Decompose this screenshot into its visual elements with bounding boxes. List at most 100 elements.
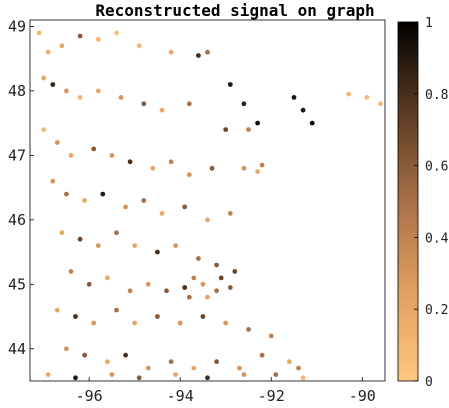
data-point-7 <box>168 49 174 55</box>
colorbar <box>397 21 419 382</box>
data-point-86 <box>246 327 251 332</box>
data-point-48 <box>141 198 147 203</box>
y-axis: 44 45 46 47 48 49 <box>8 17 34 358</box>
data-point-95 <box>214 359 220 365</box>
data-point-85 <box>223 320 229 326</box>
data-point-75 <box>218 275 224 281</box>
data-point-15 <box>118 95 124 100</box>
data-point-51 <box>205 217 210 223</box>
data-point-39 <box>209 165 215 171</box>
data-point-61 <box>214 262 220 268</box>
data-point-68 <box>164 288 169 294</box>
data-point-18 <box>186 101 192 107</box>
data-point-105 <box>205 375 210 381</box>
points-layer <box>36 30 383 381</box>
x-tick-label: -94 <box>167 387 194 405</box>
data-point-98 <box>287 359 292 365</box>
colorbar-ticks: 0 0.2 0.4 0.6 0.8 1 <box>414 16 449 390</box>
data-point-84 <box>200 314 206 319</box>
data-point-89 <box>82 352 87 358</box>
colorbar-tick-label: 0 <box>425 375 433 390</box>
data-point-34 <box>109 153 115 158</box>
y-tick-label: 46 <box>8 211 26 229</box>
data-point-70 <box>200 281 206 287</box>
data-point-78 <box>73 314 78 319</box>
data-point-69 <box>182 285 188 290</box>
data-point-20 <box>241 101 247 107</box>
data-point-19 <box>227 82 233 87</box>
data-point-94 <box>191 365 197 371</box>
y-tick-label: 48 <box>8 82 26 100</box>
data-point-23 <box>300 107 306 113</box>
data-point-33 <box>91 146 97 152</box>
data-point-59 <box>173 243 179 249</box>
colorbar-tick-label: 0.6 <box>425 160 448 175</box>
data-point-16 <box>141 101 147 107</box>
data-point-26 <box>364 95 370 100</box>
data-point-87 <box>268 333 274 339</box>
data-point-6 <box>136 43 142 49</box>
colorbar-tick-label: 0.4 <box>425 231 449 246</box>
data-point-46 <box>100 191 106 197</box>
data-point-79 <box>91 320 97 326</box>
data-point-81 <box>132 320 138 326</box>
data-point-107 <box>273 372 279 377</box>
data-point-47 <box>123 204 128 210</box>
data-point-60 <box>196 256 201 261</box>
data-point-8 <box>196 53 201 58</box>
data-point-41 <box>255 169 260 174</box>
data-point-1 <box>45 49 51 55</box>
data-point-56 <box>114 230 119 236</box>
data-point-44 <box>64 191 69 197</box>
data-point-64 <box>86 281 92 287</box>
data-point-90 <box>105 359 110 365</box>
data-point-27 <box>378 101 383 107</box>
data-point-32 <box>68 153 74 158</box>
data-point-24 <box>309 120 315 126</box>
data-point-74 <box>205 294 210 300</box>
data-point-108 <box>300 375 306 381</box>
data-point-50 <box>182 204 188 210</box>
colorbar-tick-label: 0.8 <box>425 88 448 103</box>
data-point-96 <box>237 365 242 371</box>
data-point-53 <box>59 230 65 236</box>
data-point-10 <box>41 75 47 81</box>
data-point-38 <box>186 172 192 178</box>
data-point-58 <box>155 249 160 255</box>
data-point-17 <box>159 107 165 113</box>
data-point-100 <box>45 372 51 377</box>
data-point-103 <box>136 375 142 381</box>
data-point-67 <box>145 281 151 287</box>
plot-area <box>29 19 386 382</box>
data-point-57 <box>132 243 138 249</box>
data-point-71 <box>214 288 220 294</box>
data-point-63 <box>68 269 74 274</box>
data-point-72 <box>227 285 233 290</box>
data-point-54 <box>77 236 83 242</box>
data-point-99 <box>296 365 301 371</box>
data-point-4 <box>95 36 101 42</box>
data-point-5 <box>114 30 119 36</box>
y-tick-label: 49 <box>8 17 26 35</box>
x-tick-label: -92 <box>258 387 285 405</box>
data-point-28 <box>246 127 251 132</box>
data-point-49 <box>159 211 165 216</box>
colorbar-tick-label: 0.2 <box>425 303 448 318</box>
data-point-29 <box>223 127 229 132</box>
data-point-3 <box>77 33 83 39</box>
data-point-66 <box>127 288 133 294</box>
data-point-36 <box>150 165 156 171</box>
data-point-22 <box>291 95 297 100</box>
data-point-102 <box>109 372 115 377</box>
y-tick-label: 45 <box>8 275 26 293</box>
data-point-9 <box>205 49 210 55</box>
x-axis: -96 -94 -92 -90 <box>76 377 376 405</box>
data-point-91 <box>123 352 128 358</box>
data-point-12 <box>64 88 69 94</box>
data-point-83 <box>177 320 183 326</box>
data-point-82 <box>155 314 160 319</box>
data-point-25 <box>346 91 351 97</box>
data-point-65 <box>105 275 110 281</box>
data-point-106 <box>241 372 247 377</box>
data-point-2 <box>59 43 65 49</box>
